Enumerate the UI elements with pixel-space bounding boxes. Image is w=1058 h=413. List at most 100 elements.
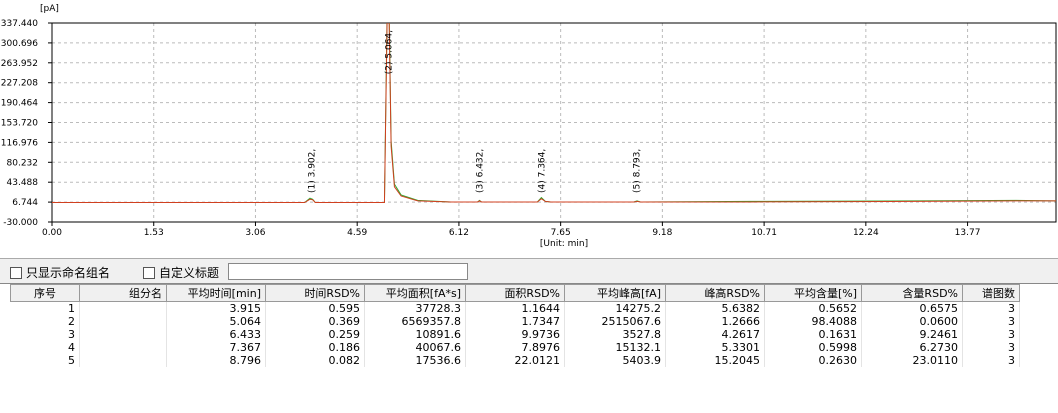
- y-tick-label: 263.952: [1, 59, 38, 69]
- table-cell: 0.0600: [861, 315, 963, 328]
- column-header: 平均含量[%]: [764, 284, 862, 302]
- column-header: 面积RSD%: [465, 284, 565, 302]
- table-row: 5 8.796 0.082 17536.6 22.0121 5403.9 15.2045 0.…: [10, 354, 1020, 367]
- table-cell: 40067.6: [364, 341, 466, 354]
- table-cell: 10891.6: [364, 328, 466, 341]
- chart-bg: [0, 0, 1058, 256]
- table-cell: 23.0110: [861, 354, 963, 367]
- table-cell: 22.0121: [465, 354, 565, 367]
- table-cell: 3.915: [166, 301, 266, 315]
- y-tick-label: 116.976: [1, 138, 38, 148]
- table-cell: [79, 328, 167, 341]
- table-cell: 5403.9: [564, 354, 666, 367]
- checkbox[interactable]: 只显示命名组名: [10, 264, 110, 281]
- table-cell: 0.6575: [861, 301, 963, 315]
- table-area: 序号 组分名 平均时间[min] 时间RSD% 平均面积[fA*s] 面积RSD% 平均峰高…: [0, 283, 1058, 413]
- table-cell: [79, 354, 167, 367]
- peak-label: (1) 3.902,: [307, 149, 317, 193]
- table-cell: 5: [10, 354, 80, 367]
- table-cell: 15.2045: [665, 354, 765, 367]
- x-axis-label: [Unit: min]: [540, 239, 588, 249]
- table-cell: 3: [962, 354, 1020, 367]
- table-cell: 1.7347: [465, 315, 565, 328]
- table-cell: 3: [962, 328, 1020, 341]
- table-row: 2 5.064 0.369 6569357.8 1.7347 2515067.6 1.266…: [10, 315, 1020, 328]
- title-input[interactable]: [228, 263, 468, 280]
- table-cell: 9.2461: [861, 328, 963, 341]
- table-row: 3 6.433 0.259 10891.6 9.9736 3527.8 4.2617 0.16…: [10, 328, 1020, 341]
- checkbox[interactable]: 自定义标题: [143, 264, 219, 281]
- y-tick-label: 300.696: [1, 39, 38, 49]
- column-header: 平均峰高[fA]: [564, 284, 666, 302]
- table-cell: 6.433: [166, 328, 266, 341]
- table-cell: 7.367: [166, 341, 266, 354]
- table-cell: 6569357.8: [364, 315, 466, 328]
- table-cell: 37728.3: [364, 301, 466, 315]
- toolbar: 只显示命名组名 自定义标题: [0, 258, 1058, 283]
- x-tick-label: 12.24: [853, 228, 879, 238]
- y-tick-label: 80.232: [7, 158, 39, 168]
- table-cell: 9.9736: [465, 328, 565, 341]
- column-header: 组分名: [79, 284, 167, 302]
- peak-label: (5) 8.793,: [633, 149, 643, 193]
- checkbox-label: 自定义标题: [159, 266, 220, 280]
- column-header: 平均面积[fA*s]: [364, 284, 466, 302]
- table-cell: 0.259: [265, 328, 365, 341]
- y-tick-label: 190.464: [1, 99, 38, 109]
- table-cell: 15132.1: [564, 341, 666, 354]
- y-tick-label: 337.440: [1, 19, 38, 29]
- table-cell: 0.1631: [764, 328, 862, 341]
- x-tick-label: 10.71: [751, 228, 777, 238]
- table-cell: 1: [10, 301, 80, 315]
- table-cell: 0.186: [265, 341, 365, 354]
- table-cell: 17536.6: [364, 354, 466, 367]
- table-cell: [79, 301, 167, 315]
- table-cell: 3: [962, 341, 1020, 354]
- column-header: 谱图数: [962, 284, 1020, 302]
- table-cell: 0.2630: [764, 354, 862, 367]
- y-tick-label: -30.000: [3, 218, 38, 228]
- table-cell: 3: [962, 315, 1020, 328]
- table-cell: 0.595: [265, 301, 365, 315]
- table-cell: 1.2666: [665, 315, 765, 328]
- column-header: 序号: [10, 284, 80, 302]
- table-cell: 2515067.6: [564, 315, 666, 328]
- table-cell: 3: [10, 328, 80, 341]
- table-row: 4 7.367 0.186 40067.6 7.8976 15132.1 5.3301 0.5…: [10, 341, 1020, 354]
- y-tick-label: 6.744: [12, 198, 38, 208]
- column-header: 峰高RSD%: [665, 284, 765, 302]
- chart: [pA] [Unit: min] -30.000 6.744 43.488 80.23…: [0, 0, 1058, 256]
- table-cell: 0.5652: [764, 301, 862, 315]
- x-tick-label: 0.00: [42, 228, 62, 238]
- table-cell: 98.4088: [764, 315, 862, 328]
- x-tick-label: 1.53: [144, 228, 164, 238]
- table-cell: [79, 341, 167, 354]
- x-tick-label: 9.18: [652, 228, 672, 238]
- table-cell: 0.5998: [764, 341, 862, 354]
- peak-label: (2) 5.064,: [385, 30, 395, 74]
- peak-label: (4) 7.364,: [538, 149, 548, 193]
- table-cell: 3527.8: [564, 328, 666, 341]
- column-header: 含量RSD%: [861, 284, 963, 302]
- table-cell: 4: [10, 341, 80, 354]
- y-axis-label: [pA]: [40, 4, 59, 14]
- x-tick-label: 4.59: [347, 228, 367, 238]
- table-cell: 14275.2: [564, 301, 666, 315]
- table-cell: 8.796: [166, 354, 266, 367]
- y-tick-label: 43.488: [7, 178, 39, 188]
- x-tick-label: 3.06: [245, 228, 265, 238]
- peak-label: (3) 6.432,: [476, 149, 486, 193]
- table-cell: 5.3301: [665, 341, 765, 354]
- table-cell: 6.2730: [861, 341, 963, 354]
- table-cell: 2: [10, 315, 80, 328]
- y-tick-label: 153.720: [1, 119, 38, 129]
- plot-frame: [51, 22, 1057, 223]
- table-cell: 1.1644: [465, 301, 565, 315]
- table-cell: [79, 315, 167, 328]
- column-header: 时间RSD%: [265, 284, 365, 302]
- table-row: 1 3.915 0.595 37728.3 1.1644 14275.2 5.6382 0.5…: [10, 301, 1020, 315]
- table-cell: 5.064: [166, 315, 266, 328]
- trace: [52, 23, 1056, 204]
- y-tick-label: 227.208: [1, 79, 38, 89]
